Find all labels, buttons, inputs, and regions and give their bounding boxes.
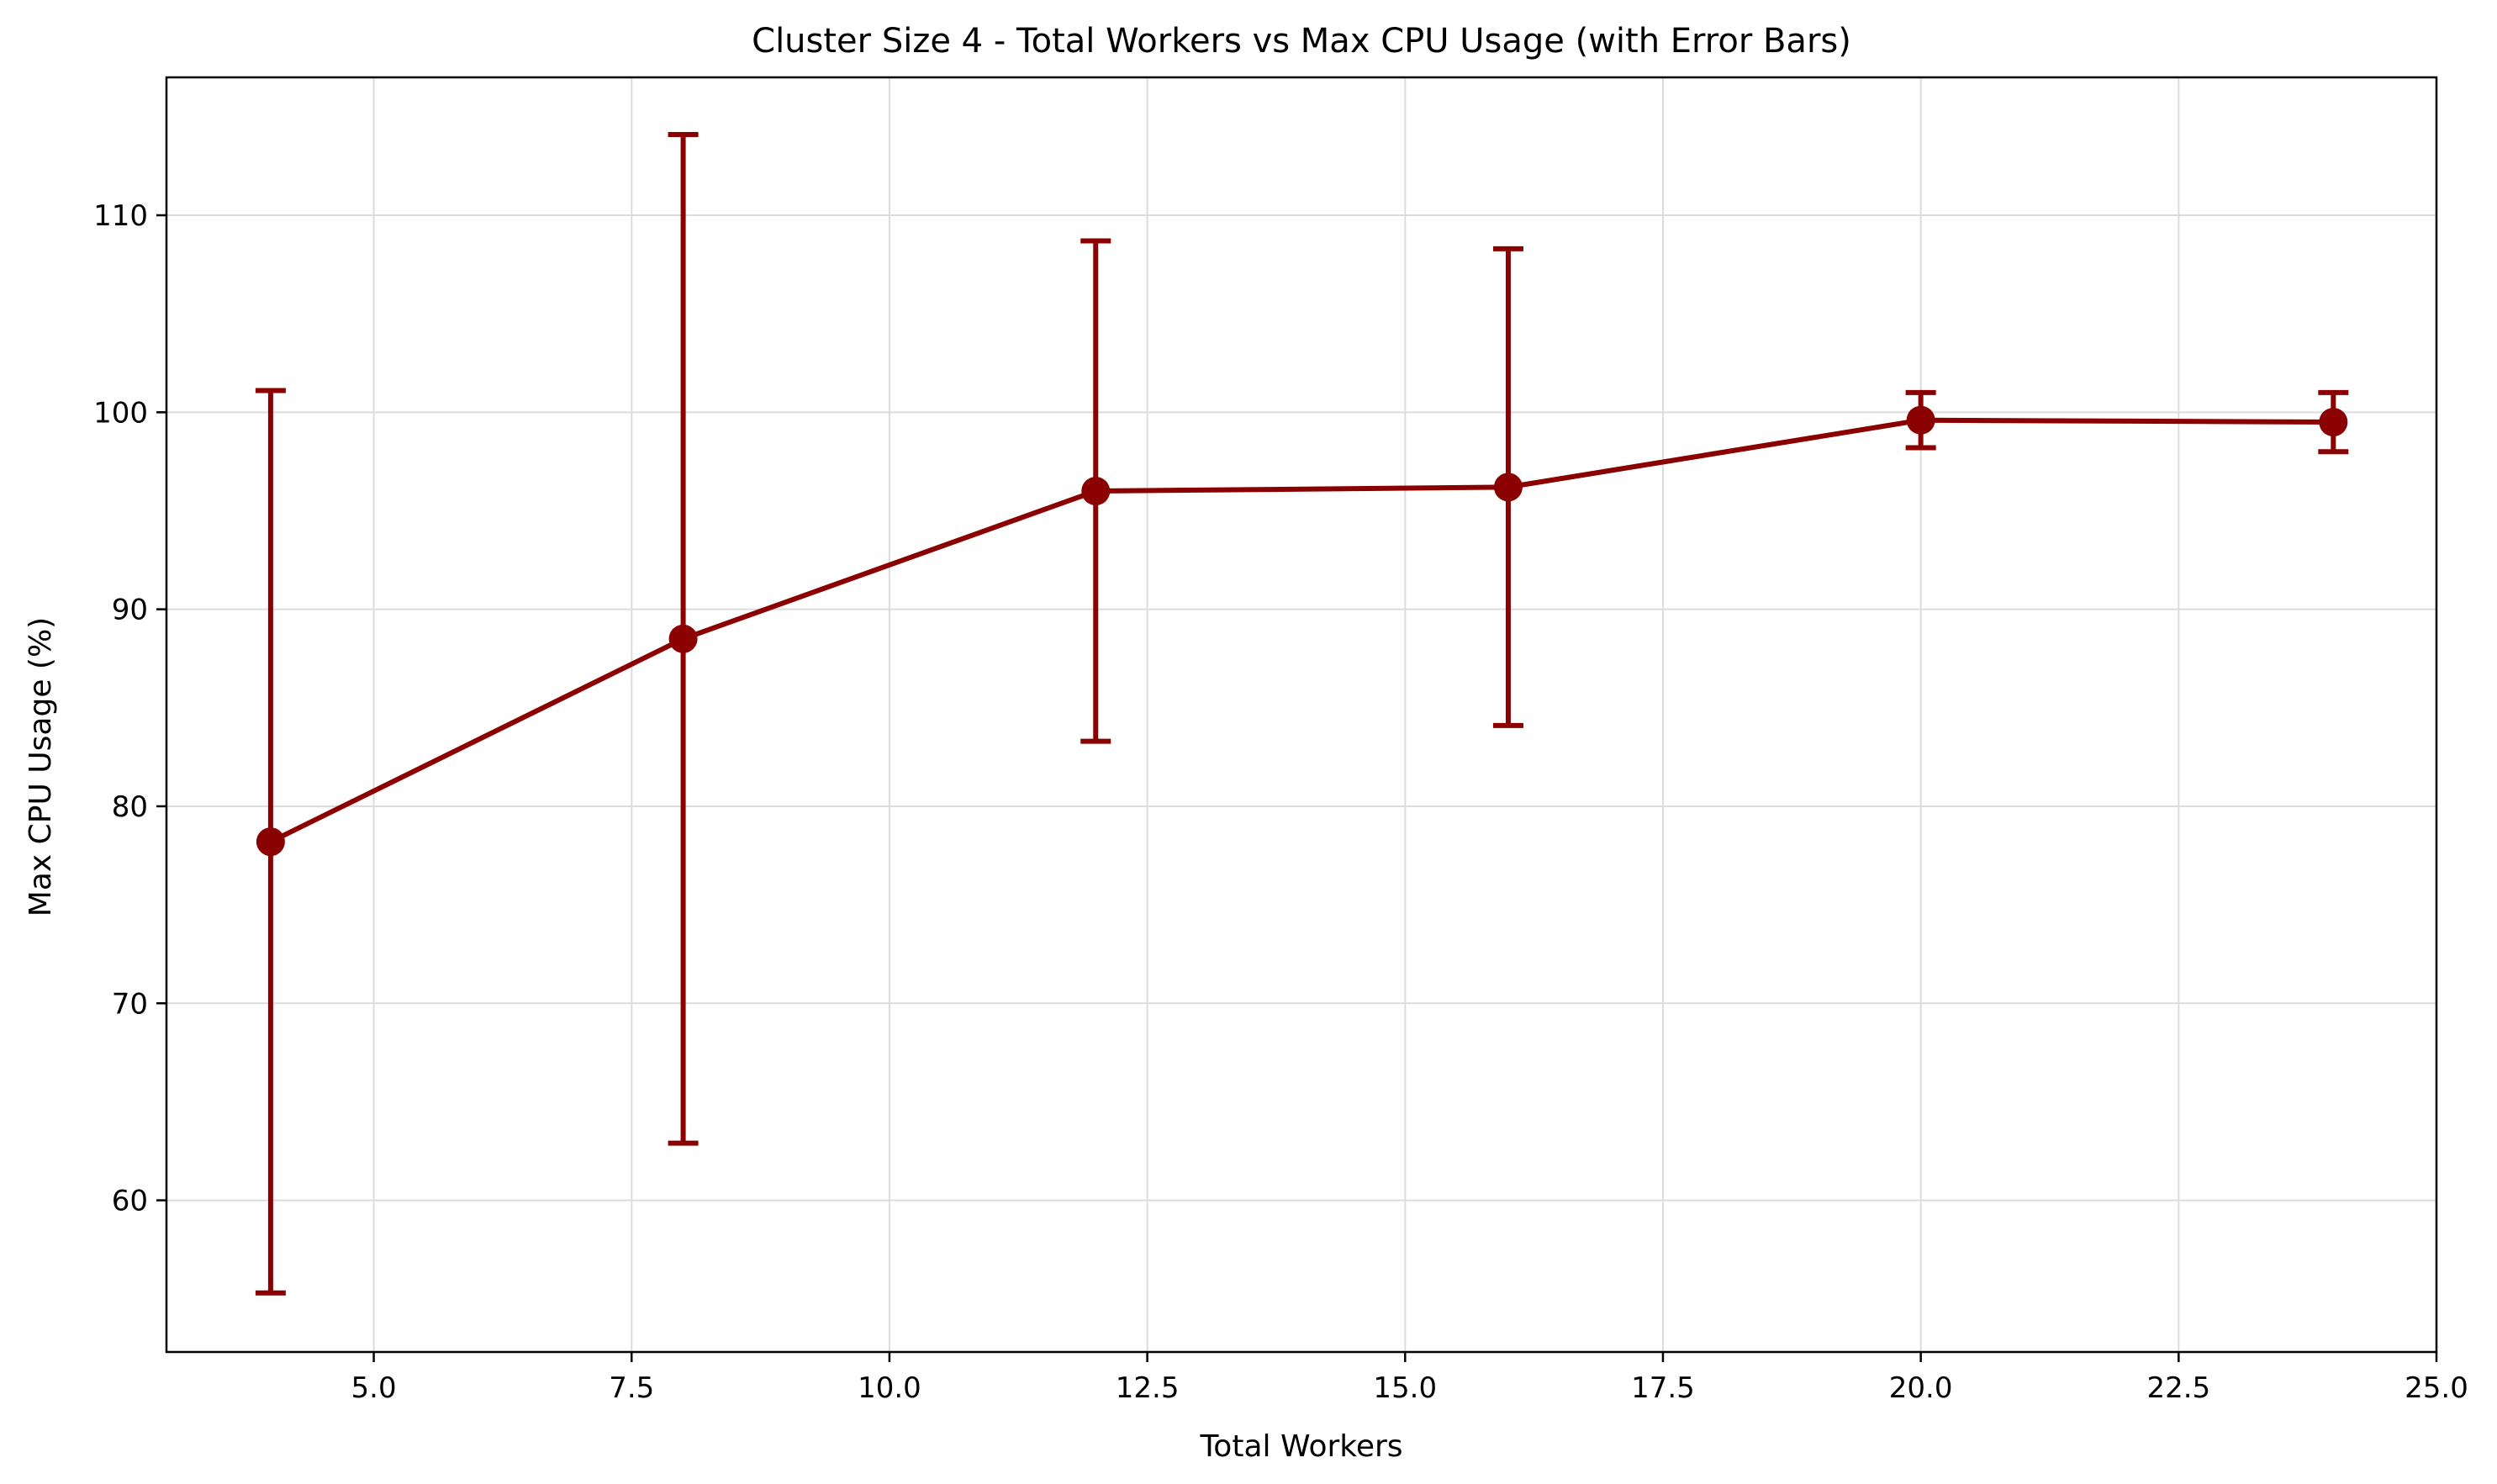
x-tick-label: 7.5 xyxy=(609,1371,654,1405)
data-point xyxy=(1493,473,1523,502)
x-tick-label: 12.5 xyxy=(1116,1371,1180,1405)
x-tick-label: 10.0 xyxy=(858,1371,921,1405)
data-point xyxy=(256,827,285,857)
y-tick-label: 80 xyxy=(112,790,148,824)
ticks: 5.0 7.5 10.0 12.5 15.0 17.5 20.0 22.5 25.0 60 70 80… xyxy=(93,199,2468,1405)
data-point xyxy=(1081,477,1111,506)
x-tick-label: 25.0 xyxy=(2405,1371,2468,1405)
data-point xyxy=(2319,408,2348,437)
x-tick-label: 5.0 xyxy=(351,1371,397,1405)
x-tick-label: 20.0 xyxy=(1889,1371,1953,1405)
y-tick-label: 110 xyxy=(93,199,148,233)
x-tick-label: 17.5 xyxy=(1631,1371,1695,1405)
chart-title: Cluster Size 4 - Total Workers vs Max CP… xyxy=(752,22,1851,61)
x-tick-label: 15.0 xyxy=(1373,1371,1437,1405)
y-tick-label: 70 xyxy=(112,987,148,1021)
y-axis-label: Max CPU Usage (%) xyxy=(24,617,58,916)
x-axis-label: Total Workers xyxy=(1199,1429,1402,1464)
data-point xyxy=(668,624,698,653)
data-layer xyxy=(255,131,2349,1296)
y-tick-label: 100 xyxy=(93,396,148,430)
series-line xyxy=(269,417,2334,844)
x-tick-label: 22.5 xyxy=(2146,1371,2210,1405)
y-tick-label: 60 xyxy=(112,1185,148,1218)
y-tick-label: 90 xyxy=(112,594,148,627)
plot-area-frame xyxy=(165,76,2438,1354)
data-point xyxy=(1906,405,1935,435)
